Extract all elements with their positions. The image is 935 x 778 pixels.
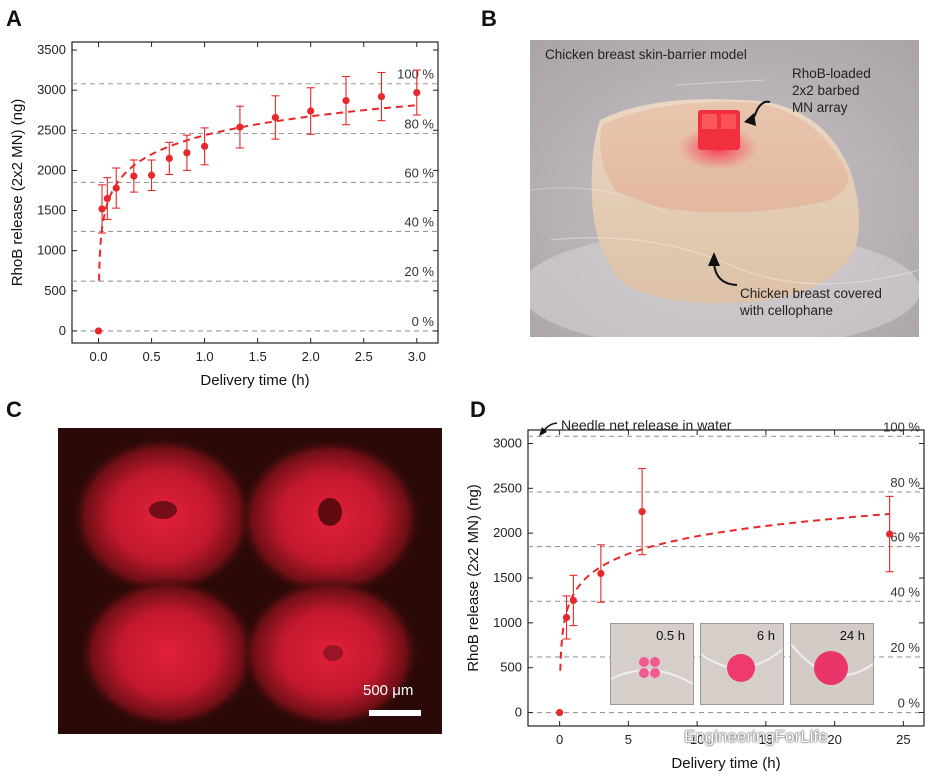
needle-annotation: Needle net release in water: [561, 417, 732, 433]
data-point: [112, 184, 120, 192]
x-tick-label: 5: [625, 732, 632, 747]
scale-bar-label: 500 μm: [363, 682, 414, 699]
x-tick-label: 2.5: [355, 349, 373, 364]
array-label-line-1: RhoB-loaded: [792, 66, 871, 81]
chicken-breast-photo: [530, 40, 919, 337]
y-tick-label: 0: [59, 323, 66, 338]
tissue-label-line-2: with cellophane: [740, 303, 834, 318]
y-tick-label: 2000: [37, 162, 66, 177]
inset-0-5h: 0.5 h: [610, 623, 694, 705]
tissue-label: Chicken breast covered with cellophane: [740, 285, 882, 319]
tissue-label-line-1: Chicken breast covered: [740, 286, 882, 301]
y-tick-label: 0: [515, 705, 522, 720]
x-axis-label: Delivery time (h): [671, 755, 780, 772]
y-tick-label: 1000: [493, 615, 522, 630]
data-point: [556, 708, 564, 717]
percent-label: 0 %: [412, 314, 435, 329]
data-point: [201, 142, 209, 150]
chart-d: 0 %20 %40 %60 %80 %100 %0500100015002000…: [465, 419, 925, 772]
array-label-line-3: MN array: [792, 100, 848, 115]
percent-label: 20 %: [890, 640, 920, 655]
fluorescence-micrograph: [58, 428, 442, 734]
panel-letter-b: B: [481, 6, 497, 31]
data-point: [342, 96, 350, 105]
percent-label: 20 %: [404, 264, 434, 279]
data-point: [103, 194, 111, 203]
y-tick-label: 3000: [493, 435, 522, 450]
data-point: [165, 154, 173, 162]
data-point: [130, 172, 138, 180]
data-point: [183, 149, 191, 157]
percent-label: 60 %: [890, 530, 920, 545]
panel-letter-d: D: [470, 397, 486, 422]
x-tick-label: 0.0: [89, 349, 107, 364]
data-point: [413, 88, 421, 97]
inset-6h-label: 6 h: [756, 628, 775, 643]
y-tick-label: 1500: [37, 203, 66, 218]
x-axis-label: Delivery time (h): [200, 372, 309, 389]
x-tick-label: 1.5: [249, 349, 267, 364]
data-point: [98, 205, 106, 213]
y-tick-label: 2500: [493, 480, 522, 495]
data-point: [597, 569, 605, 578]
x-tick-label: 2.0: [302, 349, 320, 364]
chart-a: 0 % 20 % 40 % 60 % 80 % 100 % 0 500 1000 1500 2000…: [9, 41, 439, 389]
array-label-line-2: 2x2 barbed: [792, 83, 860, 98]
percent-label: 80 %: [890, 475, 920, 490]
percent-label: 60 %: [404, 165, 434, 180]
x-tick-label: 15: [759, 732, 773, 747]
percent-label: 100 %: [397, 67, 434, 82]
data-point: [236, 123, 244, 131]
x-tick-label: 0: [556, 732, 563, 747]
panel-letter-c: C: [6, 397, 22, 422]
y-axis-label: RhoB release (2x2 MN) (ng): [465, 484, 482, 672]
y-tick-label: 500: [44, 283, 66, 298]
data-point: [377, 92, 386, 101]
inset-0-5h-label: 0.5 h: [656, 628, 685, 643]
data-point: [562, 613, 571, 622]
data-point: [307, 107, 315, 115]
x-tick-label: 0.5: [143, 349, 161, 364]
y-tick-label: 2500: [37, 122, 66, 137]
inset-6h: 6 h: [700, 623, 784, 705]
x-tick-label: 3.0: [408, 349, 426, 364]
fit-curve: [559, 513, 890, 671]
x-tick-label: 20: [827, 732, 841, 747]
y-tick-label: 1500: [493, 570, 522, 585]
data-point: [569, 596, 577, 605]
x-tick-label: 1.0: [196, 349, 214, 364]
y-tick-label: 3500: [37, 42, 66, 57]
data-point: [638, 508, 646, 516]
model-label: Chicken breast skin-barrier model: [545, 47, 747, 62]
axes-frame: [71, 41, 439, 344]
data-point: [271, 113, 279, 122]
y-tick-label: 3000: [37, 82, 66, 97]
percent-label: 0 %: [898, 696, 921, 711]
percent-label: 80 %: [404, 117, 434, 132]
y-axis-label: RhoB release (2x2 MN) (ng): [9, 99, 26, 287]
inset-24h-label: 24 h: [839, 628, 865, 643]
y-tick-label: 1000: [37, 243, 66, 258]
data-point: [94, 327, 103, 335]
fit-curve: [98, 104, 417, 281]
array-label: RhoB-loaded 2x2 barbed MN array: [792, 65, 871, 116]
data-point: [147, 171, 156, 179]
percent-label: 40 %: [890, 584, 920, 599]
data-point: [886, 530, 894, 538]
inset-24h: 24 h: [790, 623, 874, 705]
watermark-text: EngineeringForLife: [684, 727, 828, 746]
percent-label: 40 %: [404, 214, 434, 229]
percent-label: 100 %: [883, 419, 920, 434]
x-tick-label: 25: [896, 732, 910, 747]
y-tick-label: 2000: [493, 525, 522, 540]
panel-letter-a: A: [6, 6, 22, 31]
y-tick-label: 500: [500, 660, 522, 675]
x-tick-label: 10: [690, 732, 704, 747]
